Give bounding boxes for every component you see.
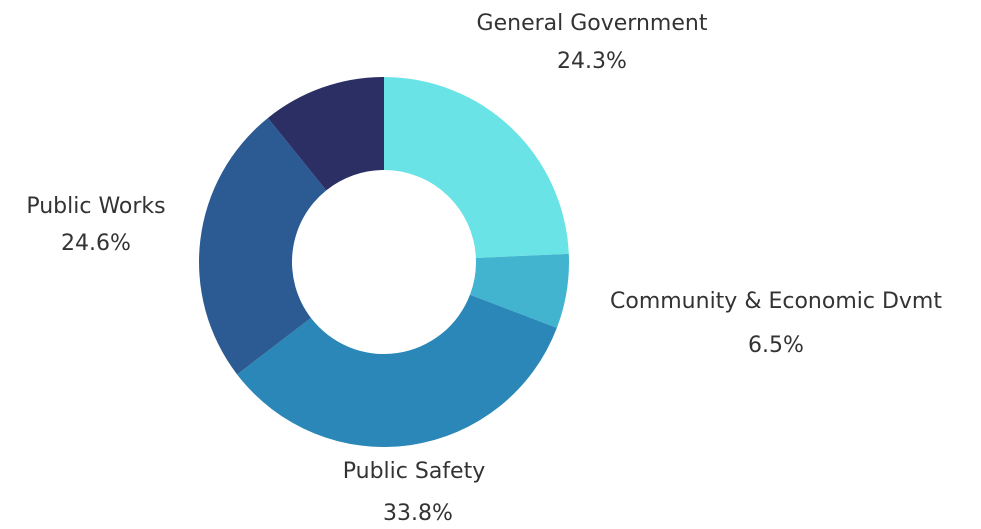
- slice-community-economic-dvmt: [469, 253, 569, 328]
- label-public-works: Public Works: [26, 194, 165, 219]
- label-general-government: General Government: [477, 11, 708, 36]
- value-community-economic: 6.5%: [748, 333, 804, 358]
- value-general-government: 24.3%: [557, 49, 627, 74]
- label-community-economic: Community & Economic Dvmt: [610, 289, 942, 314]
- value-public-safety: 33.8%: [383, 501, 453, 526]
- slice-unlabeled-4: [267, 77, 384, 191]
- value-public-works: 24.6%: [61, 231, 131, 256]
- slice-public-works: [199, 117, 327, 375]
- label-public-safety: Public Safety: [343, 459, 485, 484]
- slice-general-government: [384, 77, 569, 258]
- slices-group: [199, 77, 569, 447]
- slice-public-safety: [237, 294, 557, 447]
